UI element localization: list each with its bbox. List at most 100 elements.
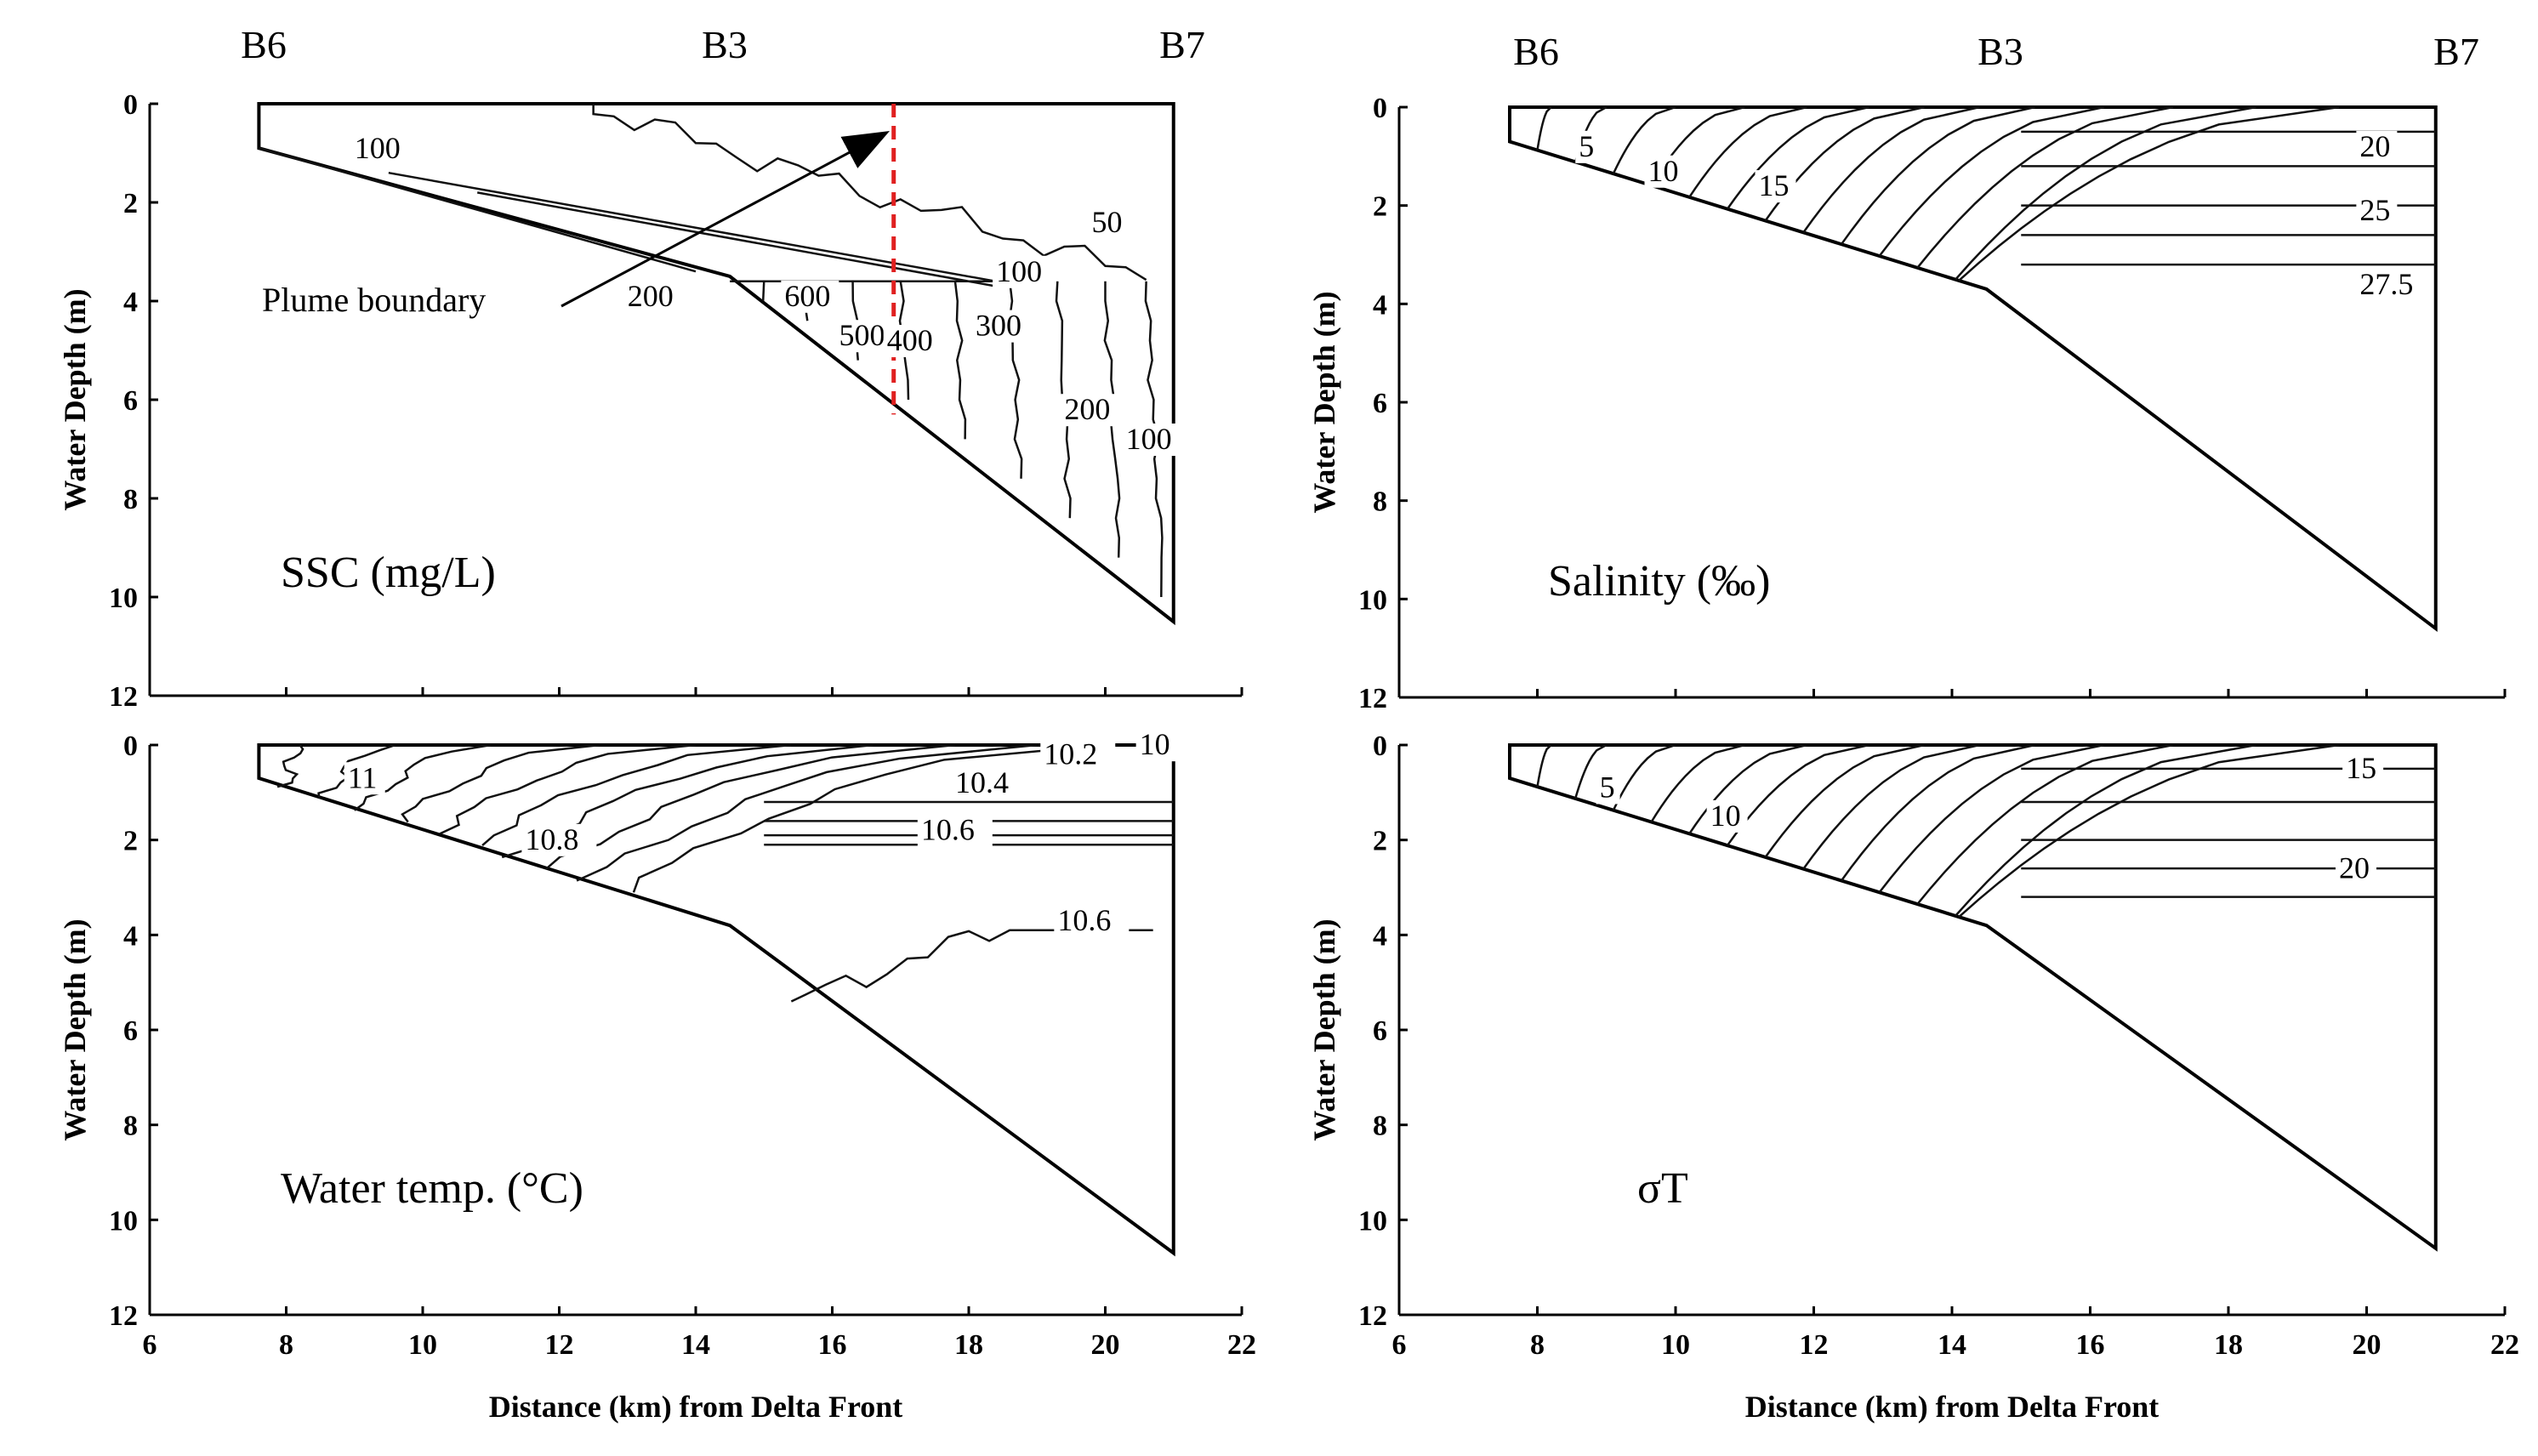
section-outline xyxy=(257,743,1175,1257)
y-tick-label: 12 xyxy=(1358,683,1387,714)
contour-line xyxy=(1802,105,1980,234)
contour-line xyxy=(317,743,396,799)
contour-label: 10.8 xyxy=(525,822,578,856)
station-label-b7: B7 xyxy=(1159,23,1205,66)
y-tick-label: 2 xyxy=(1373,191,1387,223)
contour-line xyxy=(592,104,1147,282)
y-tick-label: 8 xyxy=(123,1111,138,1142)
contour-label: 200 xyxy=(1064,392,1110,426)
contour-line xyxy=(259,146,697,273)
y-tick-label: 4 xyxy=(123,920,138,952)
plume-boundary-label: Plume boundary xyxy=(262,281,486,319)
y-tick-label: 8 xyxy=(1373,1111,1387,1142)
contour-label: 15 xyxy=(2346,751,2376,785)
contour-line xyxy=(1536,744,1552,788)
contour-line xyxy=(1878,105,2105,257)
y-axis-title: Water Depth (m) xyxy=(1307,919,1341,1140)
y-tick-label: 0 xyxy=(1373,731,1387,762)
station-label-b6: B6 xyxy=(1513,30,1559,73)
contour-label-bg xyxy=(993,255,1051,288)
panel-title: σT xyxy=(1637,1164,1688,1213)
contour-line xyxy=(1840,105,2035,245)
x-tick-label: 14 xyxy=(681,1329,710,1361)
contour-label-bg xyxy=(883,325,942,357)
y-tick-label: 6 xyxy=(123,1015,138,1047)
contour-line xyxy=(790,929,1153,1003)
contour-label-bg xyxy=(2342,753,2384,786)
contour-label-bg xyxy=(1135,729,1177,762)
contour-label-bg xyxy=(1575,130,1600,163)
x-tick-label: 16 xyxy=(818,1329,847,1361)
contour-label-bg xyxy=(781,280,839,313)
y-axis-title: Water Depth (m) xyxy=(1307,291,1341,513)
y-tick-label: 6 xyxy=(1373,388,1387,419)
contour-line xyxy=(1878,743,2105,894)
contour-label: 400 xyxy=(887,323,933,357)
station-label-b6: B6 xyxy=(241,23,287,66)
contour-label: 100 xyxy=(996,254,1042,288)
contour-line xyxy=(1955,743,2256,917)
contour-line xyxy=(1688,105,1807,198)
y-tick-label: 4 xyxy=(1373,920,1387,952)
y-tick-label: 6 xyxy=(123,385,138,417)
contour-line xyxy=(1958,105,2340,282)
contour-label: 10 xyxy=(1710,799,1741,833)
x-tick-label: 20 xyxy=(2353,1329,2382,1361)
contour-label-bg xyxy=(1122,424,1181,456)
y-tick-label: 10 xyxy=(109,1205,138,1237)
x-tick-label: 12 xyxy=(545,1329,574,1361)
contour-label: 10 xyxy=(1648,154,1679,188)
x-tick-label: 6 xyxy=(143,1329,157,1361)
contour-label-bg xyxy=(1088,206,1130,239)
contour-line xyxy=(1612,105,1676,174)
contour-label: 5 xyxy=(1600,770,1615,804)
panel-title: Water temp. (°C) xyxy=(281,1164,583,1213)
contour-label-bg xyxy=(917,814,993,847)
contour-label-bg xyxy=(350,132,409,165)
contour-line xyxy=(1916,743,2174,905)
contour-label: 100 xyxy=(1126,422,1172,456)
x-axis-title: Distance (km) from Delta Front xyxy=(1745,1390,2160,1424)
y-tick-label: 0 xyxy=(1373,93,1387,124)
x-tick-label: 10 xyxy=(408,1329,437,1361)
y-tick-label: 2 xyxy=(123,188,138,219)
contour-line xyxy=(1726,743,1869,846)
contour-line xyxy=(439,743,697,835)
section-outline xyxy=(1508,743,2438,1252)
y-tick-label: 10 xyxy=(1358,584,1387,616)
contour-line xyxy=(1650,743,1745,823)
contour-line xyxy=(1536,106,1552,151)
contour-line xyxy=(354,743,492,811)
y-tick-label: 8 xyxy=(123,484,138,515)
contour-line xyxy=(761,281,765,302)
y-tick-label: 2 xyxy=(123,826,138,857)
contour-label-bg xyxy=(951,766,1027,799)
x-tick-label: 16 xyxy=(2076,1329,2105,1361)
y-tick-label: 12 xyxy=(109,1300,138,1332)
x-tick-label: 22 xyxy=(2490,1329,2519,1361)
station-label-b7: B7 xyxy=(2433,30,2479,73)
panel-title: SSC (mg/L) xyxy=(281,549,496,597)
station-label-b3: B3 xyxy=(1977,30,2023,73)
contour-label: 10 xyxy=(1140,727,1170,761)
contour-line xyxy=(1764,743,1925,858)
contour-line xyxy=(276,744,304,788)
contour-label-bg xyxy=(972,310,1031,343)
contour-line xyxy=(576,743,1038,882)
contour-label: 600 xyxy=(784,279,830,313)
contour-line xyxy=(953,281,967,440)
contour-label: 5 xyxy=(1579,129,1594,163)
ssc-panel: 0 2 4 6 8 10 12 Water Depth (m) B6 B3 B7 100 50 100 20… xyxy=(58,23,1243,713)
contour-label-bg xyxy=(1644,155,1686,188)
y-tick-label: 0 xyxy=(123,89,138,121)
contour-line xyxy=(1955,105,2256,281)
contour-label: 11 xyxy=(348,760,378,794)
contour-label: 27.5 xyxy=(2359,267,2413,301)
contour-label-bg xyxy=(1040,738,1116,771)
contour-label-bg xyxy=(1596,771,1620,805)
contour-label-bg xyxy=(1061,394,1119,427)
contour-label: 50 xyxy=(1091,205,1122,239)
